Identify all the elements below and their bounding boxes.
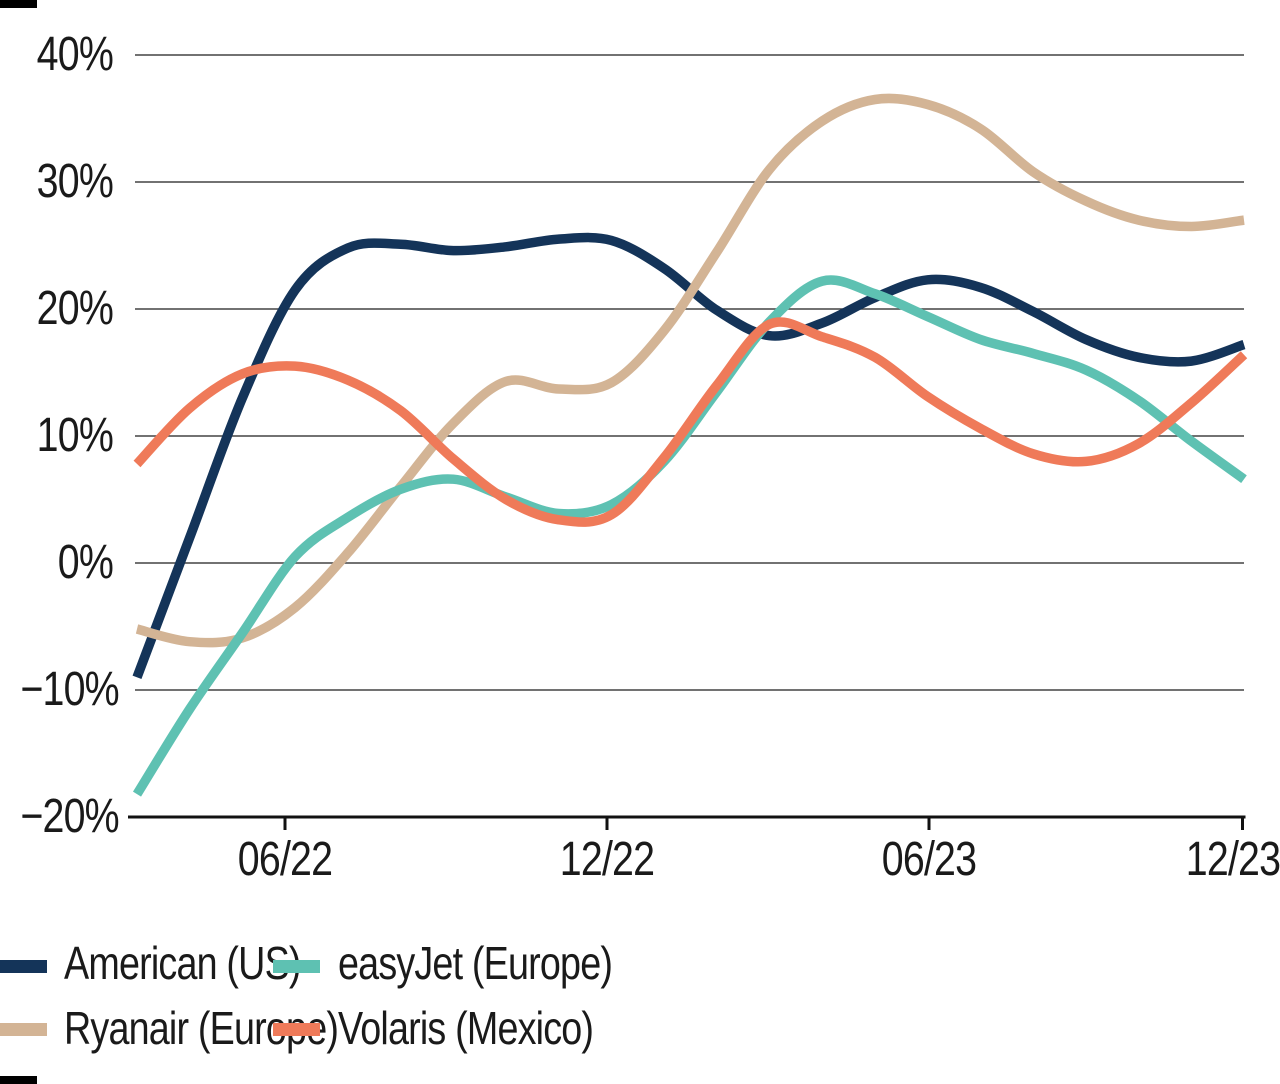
line-volaris-mexico [133, 317, 1248, 527]
y-axis-label-10: 10% [36, 409, 114, 462]
line-easyjet-europe [132, 275, 1247, 797]
x-axis-label-0622: 06/22 [237, 833, 333, 886]
x-axis-label-1223: 12/23 [1185, 833, 1280, 886]
legend-swatch-american [0, 960, 47, 973]
top-left-corner-mark [0, 0, 37, 8]
series-lines [132, 93, 1248, 797]
y-axis-label-neg20: −20% [20, 790, 119, 843]
legend-label-volaris: Volaris (Mexico) [338, 1002, 594, 1054]
legend-swatch-ryanair [0, 1023, 47, 1036]
y-axis-label-30: 30% [36, 155, 114, 208]
y-axis-label-neg10: −10% [20, 663, 119, 716]
line-ryanair-europe [135, 93, 1245, 648]
x-axis-label-0623: 06/23 [881, 833, 977, 886]
gridlines [135, 54, 1244, 691]
y-axis-label-40: 40% [36, 28, 114, 81]
line-american-us [132, 232, 1246, 679]
bottom-left-corner-mark [0, 1076, 37, 1084]
legend-label-easyjet: easyJet (Europe) [338, 937, 613, 989]
legend-label-american: American (US) [64, 937, 301, 989]
y-axis-label-20: 20% [36, 282, 114, 335]
legend-swatch-easyjet [273, 960, 320, 973]
x-axis [128, 815, 1246, 830]
y-axis-label-0: 0% [57, 536, 114, 589]
legend-swatch-volaris [273, 1023, 320, 1036]
x-axis-label-1222: 12/22 [559, 833, 655, 886]
